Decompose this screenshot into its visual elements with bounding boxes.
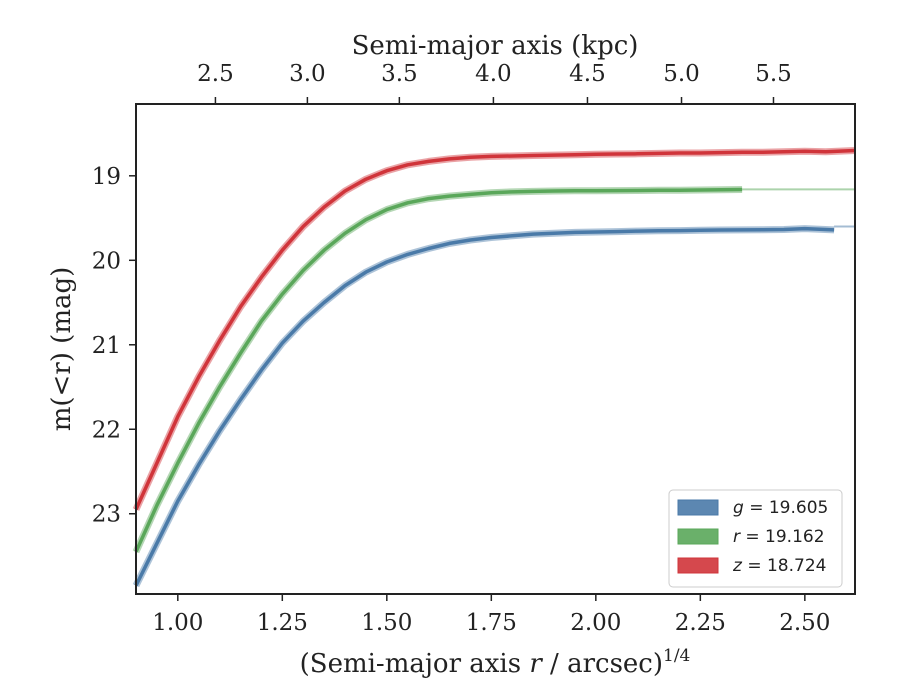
top-x-tick-label: 2.5 [197,61,234,87]
x-axis-title: (Semi-major axis r / arcsec)1/4 [300,646,691,679]
top-x-tick-label: 4.0 [475,61,512,87]
top-x-tick-label: 5.5 [755,61,792,87]
top-x-tick-label: 3.0 [289,61,326,87]
x-tick-label: 1.50 [361,610,412,636]
plot-lines [132,147,856,588]
top-x-axis-title: Semi-major axis (kpc) [352,31,639,61]
x-tick-label: 2.25 [675,610,726,636]
bottom-axis: 1.00 1.25 1.50 1.75 2.00 2.25 2.50 [152,594,830,636]
series-z-band [132,147,856,511]
series-r-line [134,187,743,553]
legend: g = 19.605 r = 19.162 z = 18.724 [668,489,843,588]
y-tick-label: 20 [92,248,121,274]
legend-swatch-r [677,528,719,545]
x-tick-label: 1.00 [152,610,203,636]
y-tick-label: 23 [92,502,121,528]
legend-label-g: g = 19.605 [733,498,828,518]
top-axis: 2.5 3.0 3.5 4.0 4.5 5.0 5.5 [197,61,792,104]
left-axis: 19 20 21 22 23 [92,164,136,528]
legend-label-z: z = 18.724 [732,556,826,576]
legend-label-r: r = 19.162 [733,527,825,547]
x-tick-label: 2.00 [570,610,621,636]
y-axis-title: m(<r) (mag) [47,267,77,432]
top-x-tick-label: 3.5 [381,61,418,87]
x-tick-label: 2.50 [779,610,830,636]
top-x-tick-label: 4.5 [569,61,606,87]
series-z-line [134,148,856,511]
legend-swatch-g [677,499,719,516]
legend-swatch-z [677,557,719,574]
top-x-tick-label: 5.0 [663,61,700,87]
y-tick-label: 22 [92,417,121,443]
x-tick-label: 1.75 [466,610,517,636]
y-tick-label: 19 [92,164,121,190]
x-tick-label: 1.25 [257,610,308,636]
plot-frame [135,103,856,595]
y-axis-title-group: m(<r) (mag) [47,267,77,432]
y-tick-label: 21 [92,333,121,359]
series-g-line [134,226,835,587]
